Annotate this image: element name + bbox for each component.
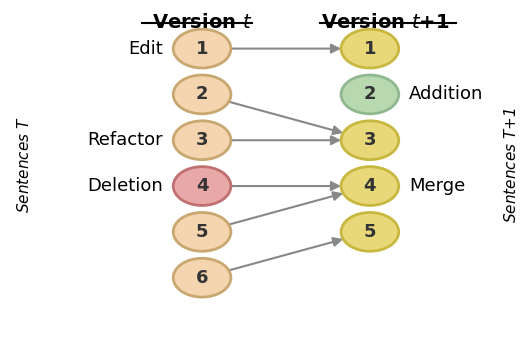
Text: Sentences $T$+1: Sentences $T$+1	[504, 107, 519, 223]
Circle shape	[173, 121, 231, 160]
Circle shape	[341, 29, 399, 68]
Text: Deletion: Deletion	[87, 177, 163, 195]
Text: 5: 5	[196, 223, 208, 241]
Circle shape	[173, 258, 231, 297]
Text: 4: 4	[364, 177, 376, 195]
Circle shape	[173, 75, 231, 114]
Text: Version $t$: Version $t$	[152, 13, 252, 32]
Circle shape	[173, 213, 231, 251]
Text: Merge: Merge	[409, 177, 465, 195]
Text: 5: 5	[364, 223, 376, 241]
Text: 1: 1	[364, 40, 376, 58]
Circle shape	[173, 167, 231, 205]
Circle shape	[341, 213, 399, 251]
Text: 4: 4	[196, 177, 208, 195]
Text: Refactor: Refactor	[87, 131, 163, 149]
Text: Version $t$+1: Version $t$+1	[321, 13, 450, 32]
Circle shape	[173, 29, 231, 68]
Text: Addition: Addition	[409, 86, 483, 103]
Circle shape	[341, 75, 399, 114]
Text: 6: 6	[196, 269, 208, 287]
Text: 2: 2	[196, 86, 208, 103]
Text: 3: 3	[364, 131, 376, 149]
Text: 1: 1	[196, 40, 208, 58]
Circle shape	[341, 167, 399, 205]
Text: 3: 3	[196, 131, 208, 149]
Circle shape	[341, 121, 399, 160]
Text: Edit: Edit	[128, 40, 163, 58]
Text: 2: 2	[364, 86, 376, 103]
Text: Sentences $T$: Sentences $T$	[16, 117, 32, 213]
